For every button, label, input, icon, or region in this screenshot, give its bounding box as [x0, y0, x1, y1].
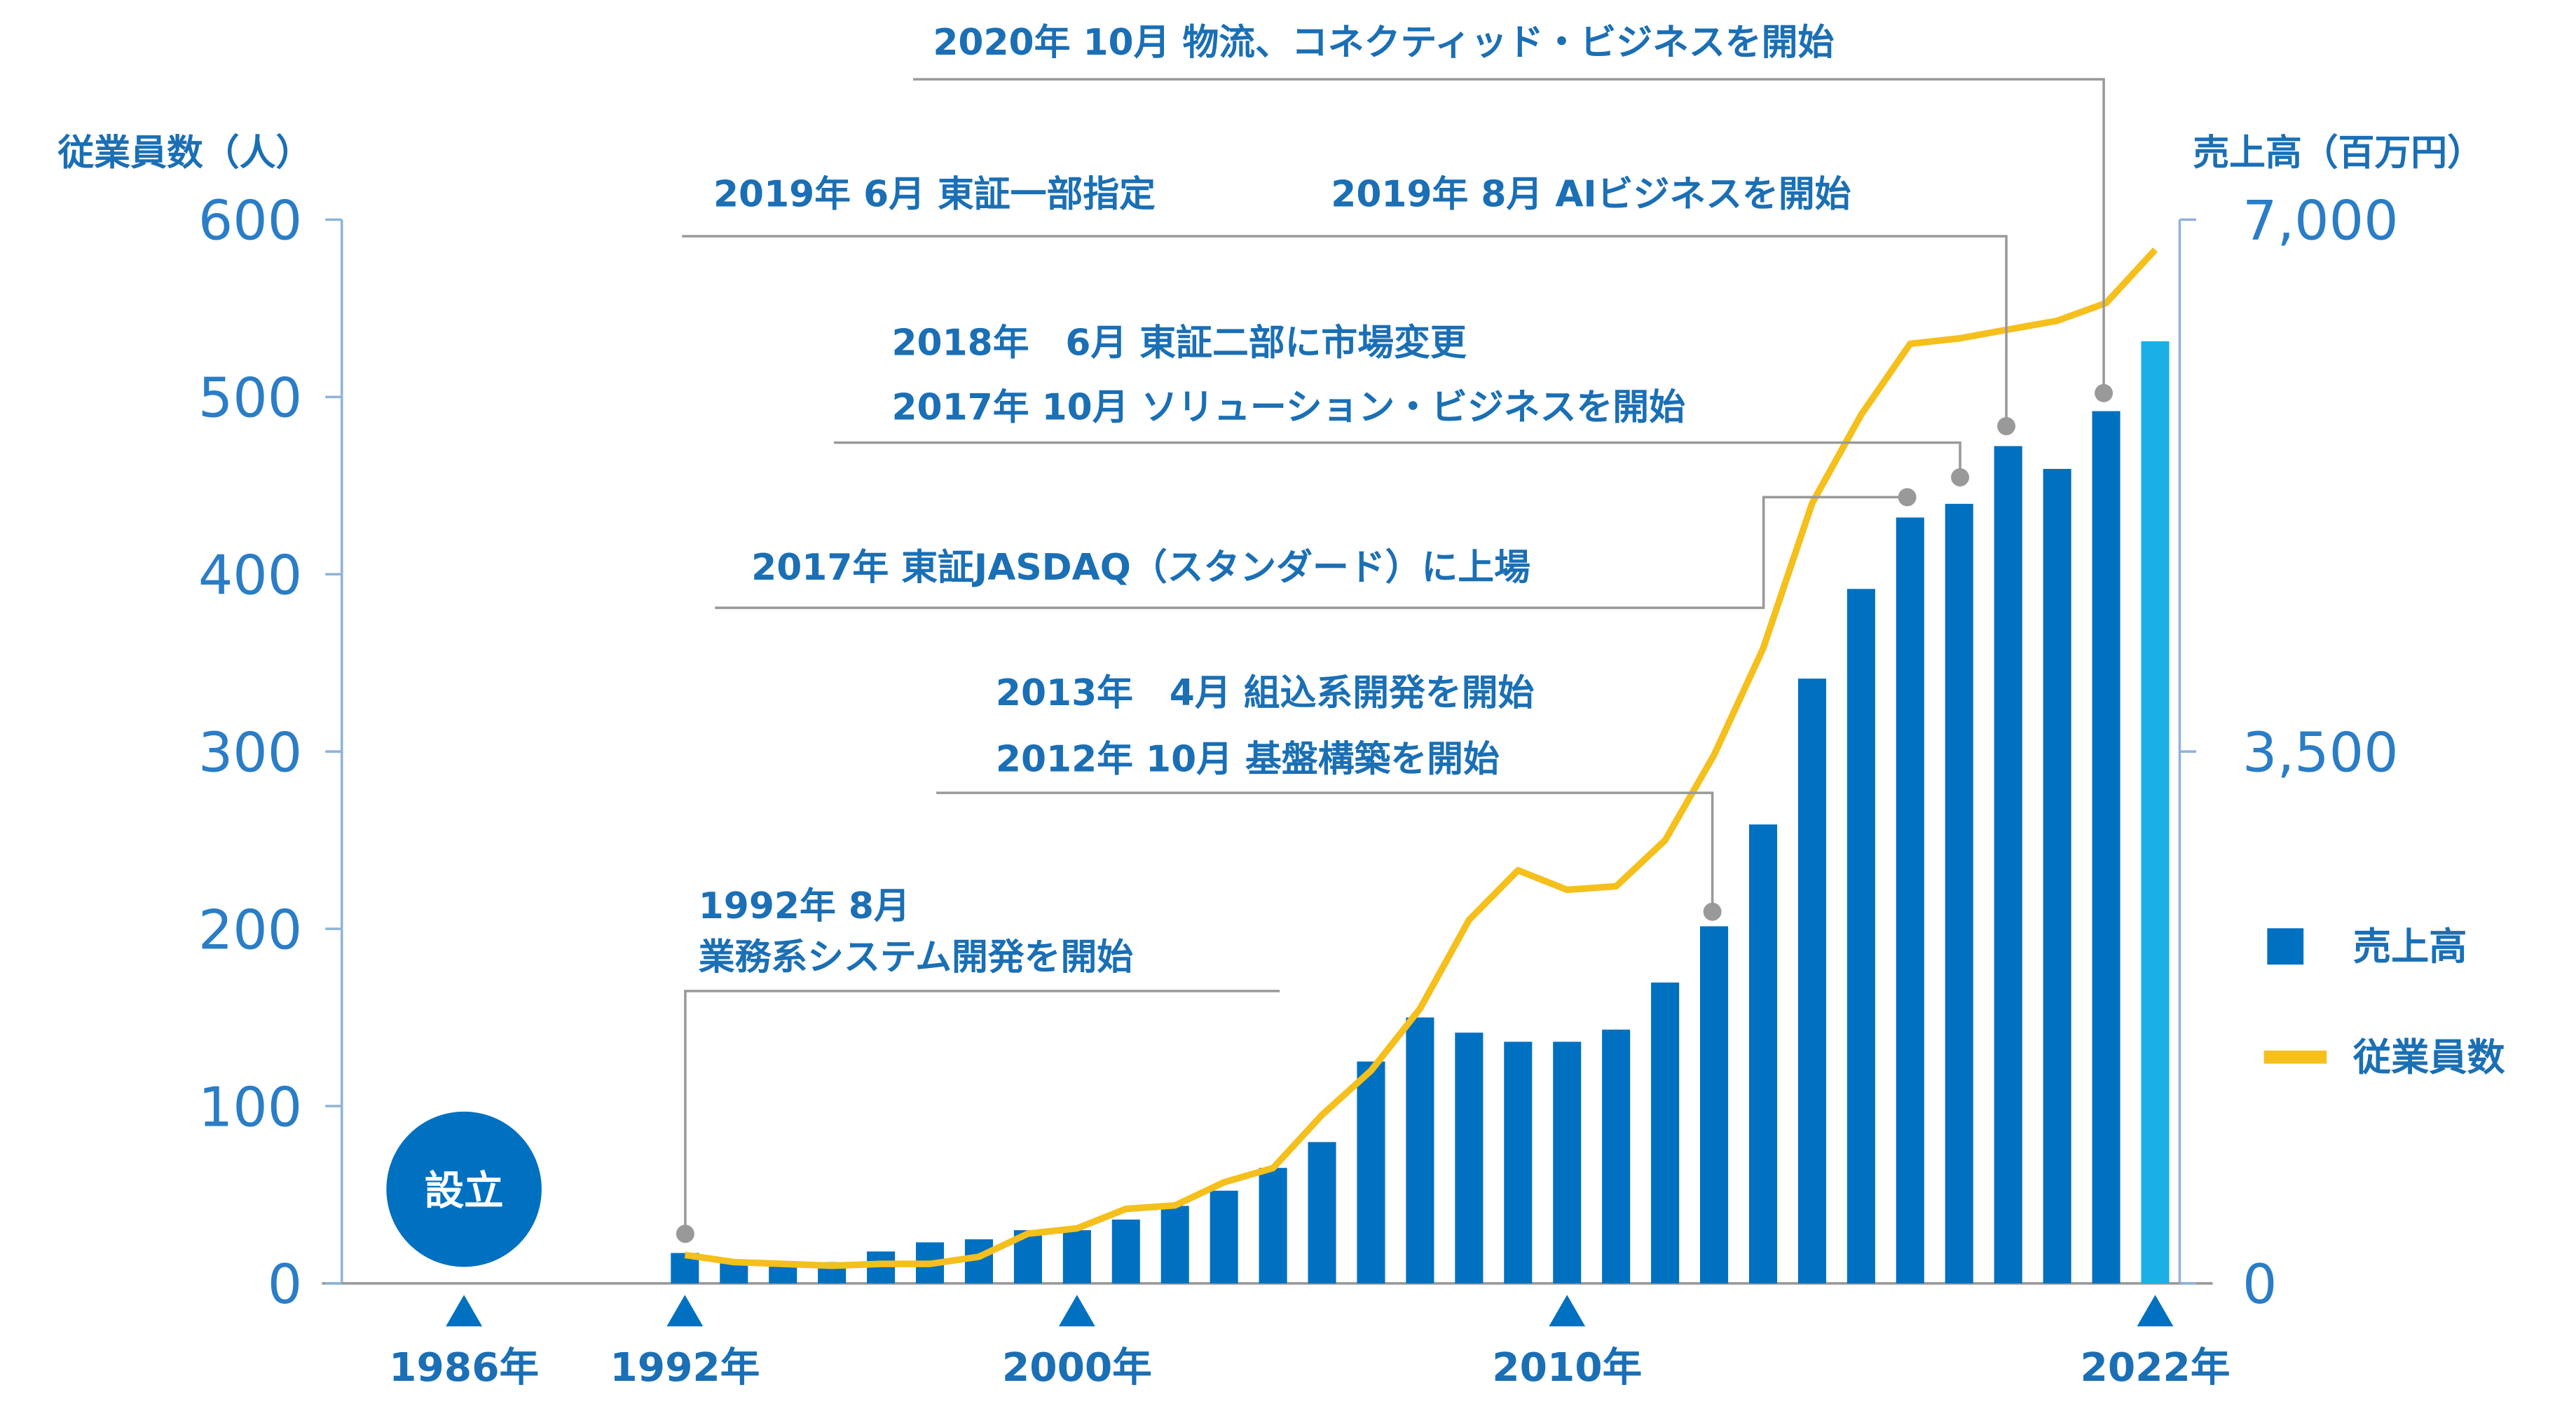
annotation-text: 2019年 8月 AIビジネスを開始 [1331, 174, 1851, 216]
bar [1210, 1190, 1238, 1283]
bar [2092, 411, 2121, 1283]
bar [1651, 982, 1680, 1283]
annotation-leader [936, 791, 1714, 912]
y-tick-label: 300 [198, 721, 302, 784]
y-tick-label: 400 [198, 545, 302, 608]
bar [1160, 1206, 1189, 1283]
bar [1945, 503, 1973, 1283]
annotation-leader [715, 496, 1907, 609]
x-tick-marker [2137, 1295, 2174, 1327]
annotation-text: 2017年 東証JASDAQ（スタンダード）に上場 [751, 547, 1530, 589]
annotation-dot [2095, 383, 2113, 402]
annotation-dot [1951, 468, 1970, 486]
bar [1896, 517, 1924, 1283]
x-tick-label: 2000年 [1002, 1345, 1152, 1391]
bar [1748, 824, 1778, 1283]
annotation-dot [1703, 902, 1722, 921]
founding-marker [446, 1295, 483, 1327]
x-tick-label: 2022年 [2081, 1345, 2231, 1391]
x-tick-label: 1992年 [610, 1345, 760, 1391]
y-tick-label: 0 [268, 1253, 302, 1316]
annotation-text: 2012年 10月 基盤構築を開始 [996, 738, 1500, 780]
bar [1700, 926, 1729, 1283]
y-tick-label: 200 [198, 899, 302, 962]
bar [1994, 446, 2022, 1283]
bar [1847, 589, 1875, 1283]
bar [1111, 1219, 1140, 1283]
founding-year: 1986年 [389, 1345, 539, 1391]
bar [1504, 1042, 1533, 1283]
bar [1797, 679, 1826, 1283]
bar [1406, 1017, 1434, 1283]
x-tick-marker [1549, 1295, 1586, 1327]
y-tick-label: 500 [198, 367, 302, 430]
bar [1259, 1168, 1287, 1283]
bar [2141, 341, 2170, 1283]
y2-tick-label: 7,000 [2242, 190, 2399, 253]
y-tick-label: 100 [198, 1076, 302, 1139]
legend-swatch [2267, 928, 2304, 965]
annotation-leader [682, 235, 2008, 426]
y2-tick-label: 0 [2242, 1253, 2277, 1316]
annotation-leader [913, 78, 2105, 393]
y2-tick-label: 3,500 [2242, 721, 2399, 784]
bar [1357, 1061, 1385, 1283]
annotation-leader [833, 441, 1961, 478]
annotation-text: 業務系システム開発を開始 [699, 936, 1134, 979]
bar [1602, 1029, 1631, 1283]
line [684, 247, 2158, 1269]
y-tick-label: 600 [198, 190, 302, 253]
annotation-dot [1898, 488, 1917, 507]
x-tick-label: 2010年 [1492, 1345, 1642, 1391]
annotation-text: 2020年 10月 物流、コネクティッド・ビジネスを開始 [933, 22, 1834, 64]
y2-axis-label: 売上高（百万円） [2193, 132, 2483, 175]
founding-circle [386, 1111, 542, 1267]
founding-label: 設立 [425, 1168, 504, 1214]
annotation-text: 1992年 8月 [699, 885, 910, 927]
bar [1455, 1032, 1484, 1283]
annotation-dot [676, 1225, 694, 1243]
y-axis-label: 従業員数（人） [57, 132, 312, 175]
bar [1553, 1042, 1582, 1283]
annotation-text: 2017年 10月 ソリューション・ビジネスを開始 [891, 387, 1685, 429]
bar [1062, 1230, 1091, 1283]
x-tick-marker [666, 1295, 704, 1327]
annotation-text: 2018年 6月 東証二部に市場変更 [891, 322, 1466, 364]
bar [2043, 468, 2071, 1283]
annotation-text: 2019年 6月 東証一部指定 [713, 174, 1156, 216]
annotation-leader [684, 990, 1280, 1234]
annotation-text: 2013年 4月 組込系開発を開始 [996, 672, 1535, 714]
annotation-dot [1997, 417, 2015, 435]
legend-label: 従業員数 [2352, 1035, 2506, 1079]
bar [1308, 1142, 1336, 1283]
legend-label: 売上高 [2353, 925, 2467, 969]
x-tick-marker [1058, 1295, 1095, 1327]
